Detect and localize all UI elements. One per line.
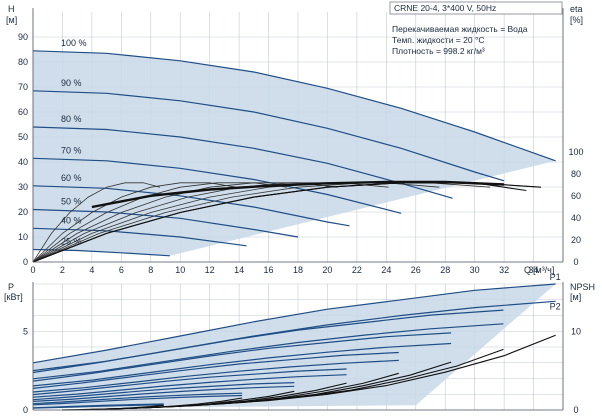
x-tick-4: 4 (89, 265, 94, 275)
y-tick-b-0: 0 (23, 405, 28, 415)
y2-tick-20: 20 (571, 235, 581, 245)
x-tick-12: 12 (205, 265, 215, 275)
ylabel-h-unit: [м] (6, 15, 17, 25)
eta-curve-7 (32, 182, 161, 263)
y2label-npsh: NPSH (570, 282, 595, 292)
label-p2: P2 (550, 301, 561, 311)
y-tick-10: 10 (18, 232, 28, 242)
axis-labels: H [м] eta [%] Q [м³/ч] P [кВт] NPSH [м] (4, 4, 595, 302)
y2label-eta-unit: [%] (570, 15, 583, 25)
xlabel-q-unit: [м³/ч] (533, 265, 554, 275)
x-tick-10: 10 (175, 265, 185, 275)
x-tick-26: 26 (411, 265, 421, 275)
speed-label-6: 40 % (61, 215, 82, 225)
speed-label-0: 100 % (61, 38, 87, 48)
power2-curve-1 (32, 323, 504, 380)
temperature-text: Темп. жидкости = 20 °C (392, 35, 484, 45)
x-tick-20: 20 (322, 265, 332, 275)
y2-tick-b-10: 10 (571, 326, 581, 336)
y2label-npsh-unit: [м] (570, 292, 581, 302)
x-tick-2: 2 (60, 265, 65, 275)
power2-curve-5 (32, 385, 295, 402)
head-efficiency-chart: 100 %90 %80 %70 %60 %50 %40 %25 %0 2 4 6 8 10… (18, 8, 584, 275)
info-box: CRNE 20-4, 3*400 V, 50Hz Перекачиваемая … (389, 1, 563, 56)
speed-label-3: 70 % (61, 145, 82, 155)
speed-label-7: 25 % (61, 237, 82, 247)
y-tick-60: 60 (18, 107, 28, 117)
power2-curve-3 (32, 359, 399, 393)
speed-label-4: 60 % (61, 173, 82, 183)
speed-curve-6 (32, 227, 247, 247)
power2-curve-2 (32, 342, 452, 387)
y2-tick-b-0: 0 (573, 405, 578, 415)
speed-label-5: 50 % (61, 197, 82, 207)
speed-curve-5 (32, 208, 299, 238)
x-tick-0: 0 (30, 265, 35, 275)
y-tick-0: 0 (23, 257, 28, 267)
y-tick-30: 30 (18, 182, 28, 192)
y2-tick-80: 80 (571, 169, 581, 179)
speed-curve-0 (32, 50, 556, 162)
power-curve-1 (32, 309, 504, 374)
speed-curve-1 (32, 90, 505, 182)
y-tick-90: 90 (18, 32, 28, 42)
power-curve-2 (32, 332, 452, 382)
x-tick-6: 6 (119, 265, 124, 275)
power-curve-5 (32, 382, 295, 401)
y-tick-80: 80 (18, 57, 28, 67)
x-tick-16: 16 (264, 265, 274, 275)
y2-tick-40: 40 (571, 213, 581, 223)
y2-tick-60: 60 (571, 191, 581, 201)
y-tick-40: 40 (18, 157, 28, 167)
speed-curve-3 (32, 157, 402, 214)
eta-best-curve-0 (91, 180, 505, 209)
x-tick-30: 30 (470, 265, 480, 275)
pump-model-text: CRNE 20-4, 3*400 V, 50Hz (394, 3, 496, 13)
ylabel-p-unit: [кВт] (4, 292, 23, 302)
power-curve-3 (32, 351, 399, 389)
power2-curve-4 (32, 374, 347, 398)
y2label-eta: eta (570, 4, 583, 14)
x-tick-22: 22 (352, 265, 362, 275)
power-curve-6 (32, 392, 243, 405)
eta-curve-6 (32, 182, 237, 263)
ylabel-p: P (8, 282, 14, 292)
liquid-text: Перекачиваемая жидкость = Вода (392, 24, 528, 34)
ylabel-h: H (8, 4, 15, 14)
y-tick-70: 70 (18, 82, 28, 92)
y2-tick-100: 100 (568, 147, 583, 157)
label-p1: P1 (550, 272, 561, 282)
xlabel-q: Q (524, 265, 531, 275)
y-tick-50: 50 (18, 132, 28, 142)
power-curve-0 (32, 283, 556, 364)
x-tick-28: 28 (440, 265, 450, 275)
x-tick-34: 34 (529, 265, 539, 275)
x-tick-18: 18 (293, 265, 303, 275)
x-tick-8: 8 (148, 265, 153, 275)
x-tick-32: 32 (499, 265, 509, 275)
density-text: Плотность = 998.2 кг/м³ (392, 46, 485, 56)
x-tick-24: 24 (381, 265, 391, 275)
speed-label-1: 90 % (61, 78, 82, 88)
power2-curve-6 (32, 394, 243, 406)
speed-label-2: 80 % (61, 114, 82, 124)
power-npsh-chart: 0 5 0 10 P1 P2 (23, 272, 581, 415)
power-curve-4 (32, 368, 347, 396)
speed-curve-4 (32, 185, 350, 227)
x-tick-14: 14 (234, 265, 244, 275)
y2-tick-0: 0 (573, 257, 578, 267)
eta-curve-5 (32, 182, 288, 263)
y-tick-20: 20 (18, 207, 28, 217)
y-tick-b-5: 5 (23, 326, 28, 336)
power2-curve-7 (32, 404, 164, 409)
